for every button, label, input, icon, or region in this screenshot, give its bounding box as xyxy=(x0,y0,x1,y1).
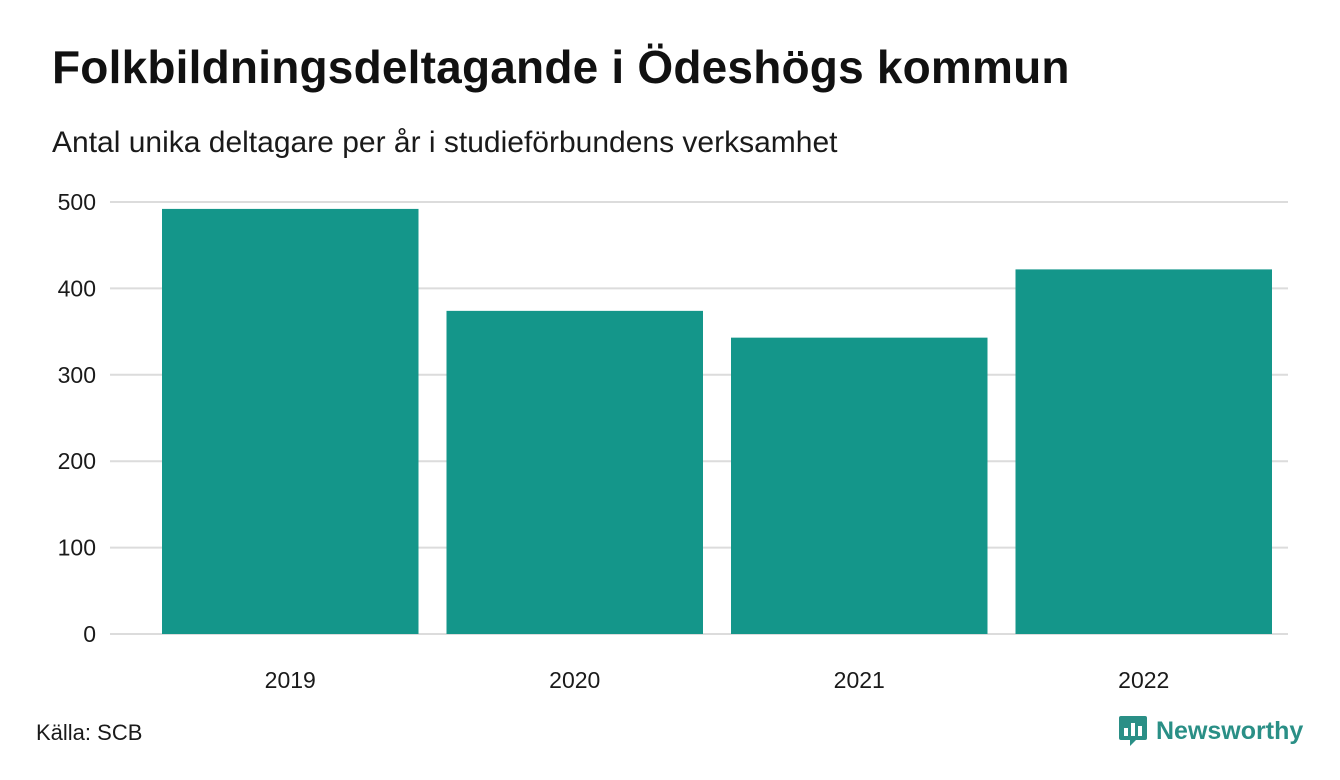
y-tick-label: 400 xyxy=(58,275,96,301)
y-tick-label: 0 xyxy=(83,621,96,647)
y-tick-label: 200 xyxy=(58,448,96,474)
x-tick-label: 2021 xyxy=(834,667,885,693)
source-note: Källa: SCB xyxy=(36,720,143,745)
x-tick-label: 2019 xyxy=(265,667,316,693)
brand-logo[interactable]: Newsworthy xyxy=(1118,714,1303,748)
y-axis-ticks: 0 100 200 300 400 500 xyxy=(58,189,96,647)
y-tick-label: 500 xyxy=(58,189,96,215)
y-tick-label: 300 xyxy=(58,362,96,388)
newsworthy-logo-icon xyxy=(1119,716,1147,746)
bar-2022 xyxy=(1015,269,1272,634)
brand-name: Newsworthy xyxy=(1156,716,1304,745)
bar-2021 xyxy=(731,337,988,634)
y-tick-label: 100 xyxy=(58,535,96,561)
bars xyxy=(162,208,1272,635)
x-axis-ticks: 2019 2020 2021 2022 xyxy=(265,667,1170,693)
bar-2019 xyxy=(162,208,419,635)
chart-subtitle: Antal unika deltagare per år i studieför… xyxy=(52,126,838,159)
bar-2020 xyxy=(446,310,703,634)
x-tick-label: 2022 xyxy=(1118,667,1169,693)
x-tick-label: 2020 xyxy=(549,667,600,693)
chart-title: Folkbildningsdeltagande i Ödeshögs kommu… xyxy=(52,41,1070,93)
